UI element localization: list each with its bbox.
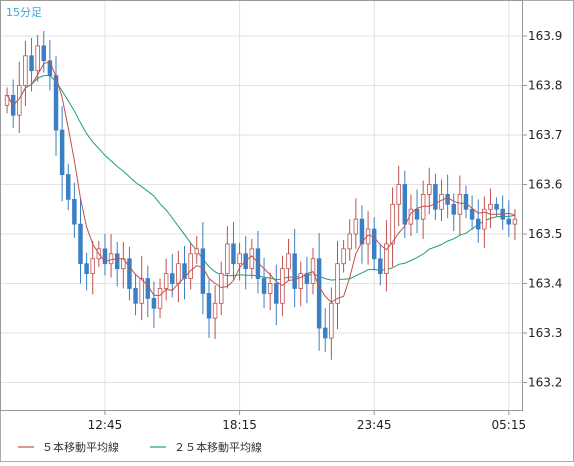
candle-up-body xyxy=(457,193,463,215)
y-tick-label: 163.6 xyxy=(528,178,562,192)
candle-up-body xyxy=(108,253,114,265)
y-tick-label: 163.4 xyxy=(528,277,562,291)
candle-down-body xyxy=(84,263,89,275)
candle-up-body xyxy=(163,273,169,289)
candle-up-body xyxy=(218,273,224,304)
candle-down-body xyxy=(114,253,120,270)
candle-up-body xyxy=(390,203,395,245)
timeframe-label: 15分足 xyxy=(6,6,42,19)
candle-down-body xyxy=(255,248,261,279)
candle-down-body xyxy=(469,208,475,220)
legend-ma5-label: ５本移動平均線 xyxy=(42,440,119,454)
candle-up-body xyxy=(237,253,242,265)
candle-up-body xyxy=(396,184,401,205)
candle-down-body xyxy=(371,228,377,260)
candle-down-body xyxy=(463,193,469,210)
candle-down-body xyxy=(170,273,175,284)
y-tick-label: 163.3 xyxy=(528,326,562,340)
candle-up-body xyxy=(335,263,340,304)
candle-up-body xyxy=(194,248,199,255)
candle-down-body xyxy=(359,218,365,245)
candle-up-body xyxy=(35,45,40,72)
y-tick-label: 163.7 xyxy=(528,128,562,142)
candle-down-body xyxy=(323,327,328,339)
candle-down-body xyxy=(127,258,132,289)
y-tick-label: 163.2 xyxy=(528,376,562,390)
grid xyxy=(1,1,522,410)
ma25-layer xyxy=(6,75,515,281)
y-tick-label: 163.5 xyxy=(528,227,562,241)
candle-down-body xyxy=(133,288,138,304)
candle-down-body xyxy=(206,292,212,319)
x-tick-label: 05:15 xyxy=(492,418,527,432)
candle-down-body xyxy=(47,60,53,77)
candle-up-body xyxy=(512,218,518,225)
candle-up-body xyxy=(267,283,273,294)
y-tick-label: 163.8 xyxy=(528,79,562,93)
candle-up-body xyxy=(384,243,389,274)
ma5-line xyxy=(6,61,516,303)
candle-up-body xyxy=(176,263,181,284)
candle-down-body xyxy=(261,278,267,294)
candle-up-body xyxy=(482,208,487,230)
candle-up-body xyxy=(427,184,432,195)
candle-up-body xyxy=(157,288,163,309)
candle-up-body xyxy=(249,248,255,270)
candle-down-body xyxy=(231,243,236,265)
candle-up-body xyxy=(188,253,193,279)
candle-up-body xyxy=(4,95,10,106)
candle-up-body xyxy=(225,243,230,274)
ma25-line xyxy=(6,75,515,281)
candle-down-body xyxy=(53,75,59,131)
candle-up-body xyxy=(341,248,346,265)
candle-down-body xyxy=(41,45,47,62)
candle-down-body xyxy=(475,218,481,230)
candle-down-body xyxy=(304,273,310,284)
candle-down-body xyxy=(102,248,108,265)
candle-down-body xyxy=(292,253,297,289)
candle-up-body xyxy=(139,278,144,304)
ma5-layer xyxy=(6,61,516,303)
candle-down-body xyxy=(506,218,512,225)
x-tick-label: 18:15 xyxy=(222,418,257,432)
y-tick-label: 163.9 xyxy=(528,29,562,43)
candle-up-body xyxy=(212,302,218,319)
candle-up-body xyxy=(439,193,444,210)
candle-up-body xyxy=(286,253,291,270)
legend-ma25-label: ２５本移動平均線 xyxy=(174,440,262,454)
plot-area xyxy=(0,0,523,411)
candle-down-body xyxy=(200,248,206,294)
y-axis: 163.2 163.3 163.4 163.5 163.6 163.7 163.8 163.9 xyxy=(522,29,562,390)
candle-down-body xyxy=(66,174,71,200)
candle-up-body xyxy=(347,233,352,250)
candle-down-body xyxy=(494,203,499,210)
candle-up-body xyxy=(353,218,359,235)
x-axis: 12:45 18:15 23:45 05:15 xyxy=(88,410,526,432)
x-tick-label: 23:45 xyxy=(357,418,392,432)
candle-down-body xyxy=(445,193,450,205)
candle-down-body xyxy=(451,203,456,215)
candle-down-body xyxy=(414,208,420,220)
candle-down-body xyxy=(378,258,383,275)
candle-down-body xyxy=(316,258,322,329)
candle-down-body xyxy=(433,184,438,210)
candle-down-body xyxy=(59,129,65,176)
candle-down-body xyxy=(29,55,34,72)
candle-up-body xyxy=(329,302,334,339)
candle-up-body xyxy=(488,203,493,210)
x-tick-label: 12:45 xyxy=(88,418,123,432)
candle-down-body xyxy=(274,283,279,304)
candle-up-body xyxy=(90,258,95,275)
candle-down-body xyxy=(72,198,77,225)
candle-down-body xyxy=(402,184,408,225)
candle-down-body xyxy=(182,263,187,279)
candle-down-body xyxy=(151,297,157,309)
candle-down-body xyxy=(78,223,83,265)
candle-up-body xyxy=(298,273,304,289)
candle-up-body xyxy=(23,55,28,86)
